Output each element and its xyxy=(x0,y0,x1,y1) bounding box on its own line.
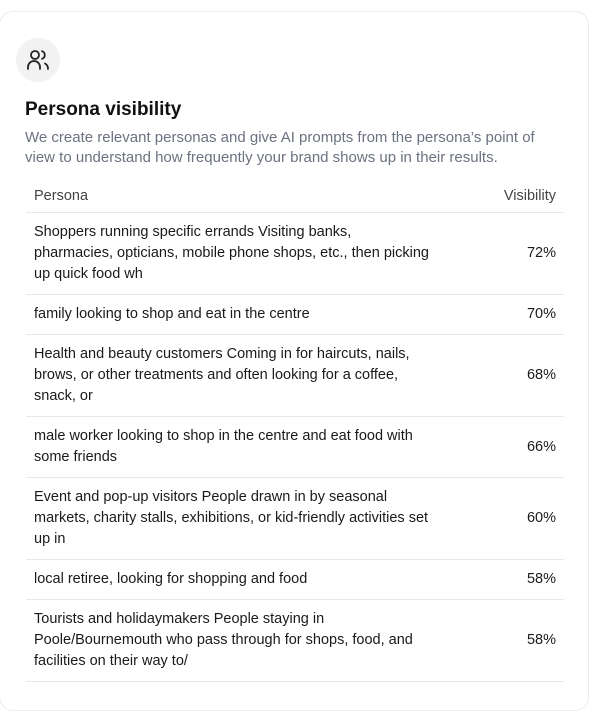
persona-cell: family looking to shop and eat in the ce… xyxy=(34,306,310,322)
table-row: Tourists and holidaymakers People stayin… xyxy=(26,600,564,682)
header-persona: Persona xyxy=(34,188,89,204)
persona-table: Persona Visibility Shoppers running spec… xyxy=(26,180,564,682)
persona-cell: Health and beauty customers Coming in fo… xyxy=(34,346,410,404)
visibility-cell: 66% xyxy=(526,438,556,455)
visibility-cell: 68% xyxy=(526,367,556,383)
persona-cell: Tourists and holidaymakers People stayin… xyxy=(34,611,413,669)
card-title: Persona visibility xyxy=(25,99,182,120)
table-row: Health and beauty customers Coming in fo… xyxy=(26,335,564,417)
table-header: Persona Visibility xyxy=(26,180,564,213)
visibility-cell: 58% xyxy=(526,571,556,587)
persona-cell: Event and pop-up visitors People drawn i… xyxy=(34,489,429,547)
persona-cell: local retiree, looking for shopping and … xyxy=(34,571,308,587)
table-row: Event and pop-up visitors People drawn i… xyxy=(26,478,564,560)
table-row: male worker looking to shop in the centr… xyxy=(26,417,564,478)
visibility-cell: 58% xyxy=(526,632,556,648)
users-icon xyxy=(27,50,49,70)
visibility-cell: 70% xyxy=(526,306,556,322)
users-icon-badge xyxy=(16,38,60,82)
card-description: We create relevant personas and give AI … xyxy=(25,129,535,166)
persona-cell: male worker looking to shop in the centr… xyxy=(34,428,413,465)
table-row: family looking to shop and eat in the ce… xyxy=(26,295,564,335)
table-row: local retiree, looking for shopping and … xyxy=(26,560,564,600)
persona-visibility-card: Persona visibility We create relevant pe… xyxy=(0,11,589,711)
header-visibility: Visibility xyxy=(503,188,556,204)
persona-cell: Shoppers running specific errands Visiti… xyxy=(34,224,429,282)
visibility-cell: 60% xyxy=(526,510,556,526)
visibility-cell: 72% xyxy=(526,245,556,261)
table-row: Shoppers running specific errands Visiti… xyxy=(26,213,564,295)
